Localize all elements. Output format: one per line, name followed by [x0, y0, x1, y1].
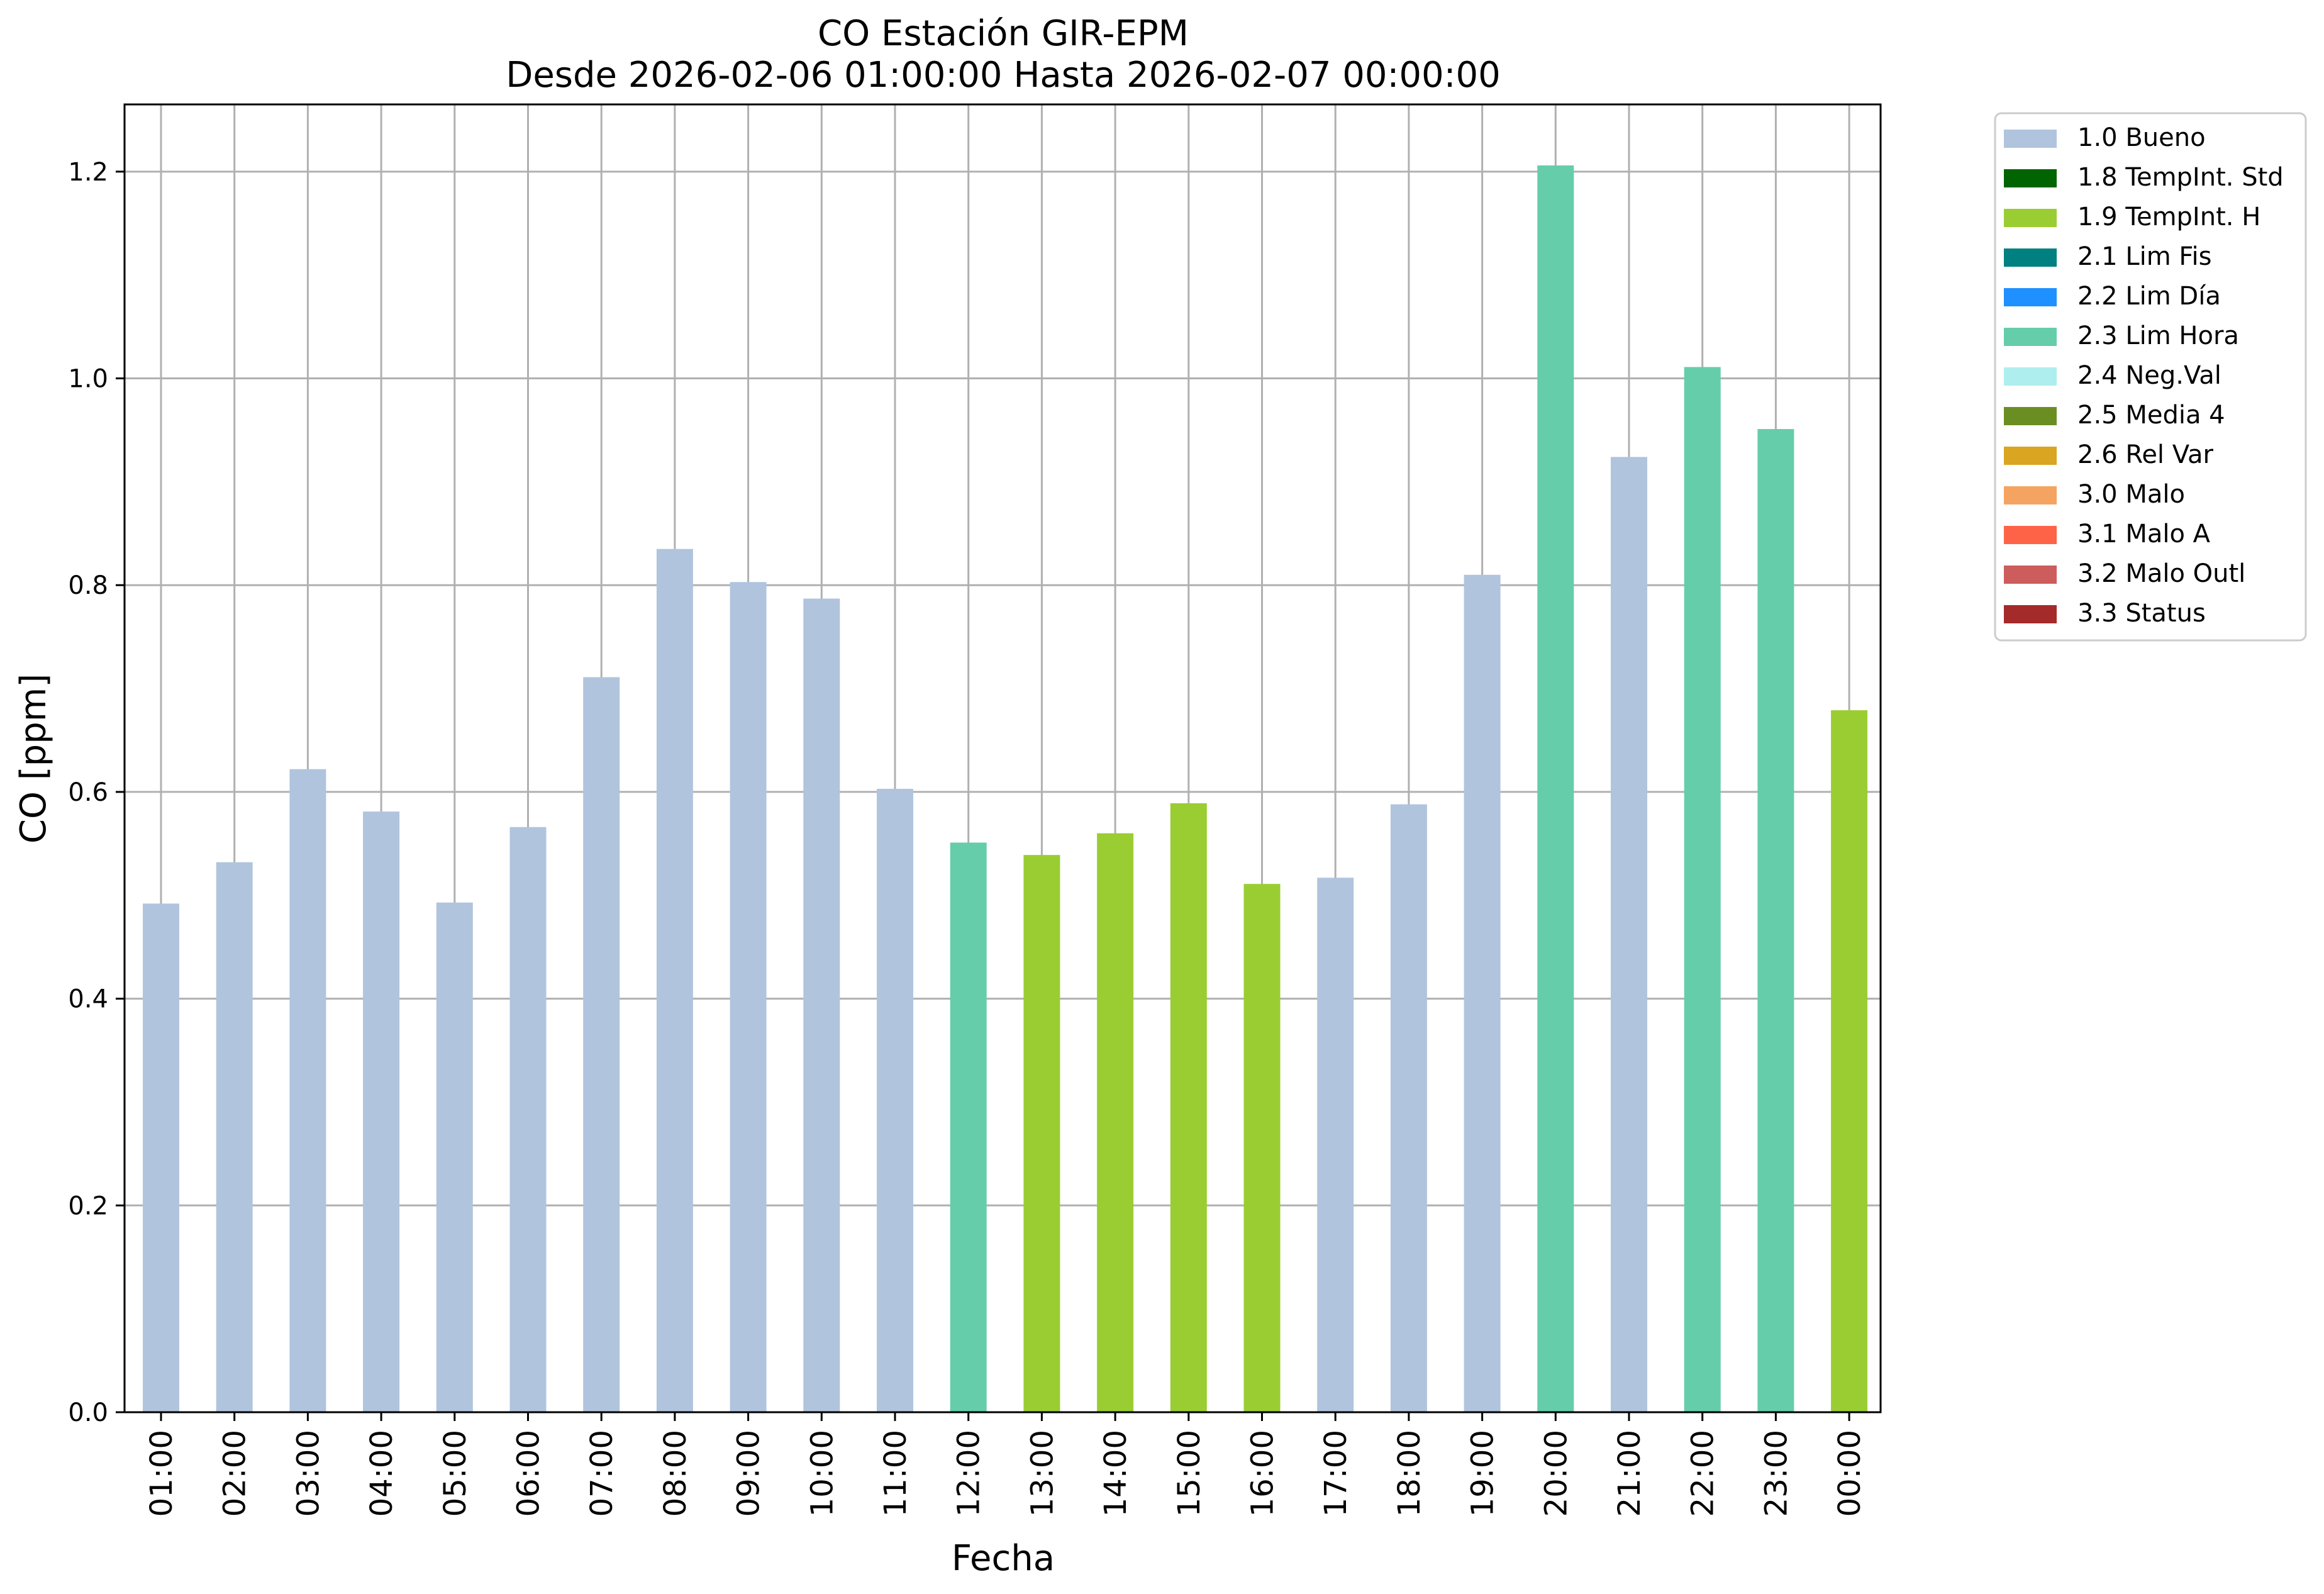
x-tick-label: 17:00 — [1318, 1430, 1354, 1517]
y-tick-label: 0.4 — [68, 985, 108, 1014]
x-axis: 01:00 02:00 03:00 04:00 05:00 06:00 07:00 08:00… — [144, 1412, 1867, 1517]
x-tick-label: 19:00 — [1465, 1430, 1501, 1517]
bar-0900 — [730, 582, 767, 1413]
bar-0700 — [583, 677, 620, 1412]
x-tick-label: 15:00 — [1172, 1430, 1207, 1517]
legend-label: 2.4 Neg.Val — [2077, 361, 2221, 390]
y-tick-label: 0.0 — [68, 1398, 108, 1427]
legend-swatch — [2004, 526, 2057, 544]
legend-label: 3.2 Malo Outl — [2077, 559, 2245, 588]
x-tick-label: 21:00 — [1612, 1430, 1647, 1517]
legend-swatch — [2004, 169, 2057, 187]
y-tick-label: 0.8 — [68, 571, 108, 600]
legend-label: 1.9 TempInt. H — [2077, 203, 2260, 231]
legend-swatch — [2004, 407, 2057, 425]
legend-swatch — [2004, 566, 2057, 584]
y-tick-label: 1.0 — [68, 365, 108, 394]
bar-2000 — [1537, 165, 1574, 1412]
legend-swatch — [2004, 328, 2057, 346]
bar-0100 — [143, 903, 179, 1412]
x-tick-label: 10:00 — [804, 1430, 840, 1517]
bar-1800 — [1390, 804, 1427, 1412]
x-tick-label: 14:00 — [1098, 1430, 1133, 1517]
legend-swatch — [2004, 447, 2057, 465]
legend-label: 3.0 Malo — [2077, 480, 2185, 509]
legend-label: 3.1 Malo A — [2077, 520, 2211, 549]
bar-1300 — [1023, 855, 1060, 1412]
y-tick-label: 1.2 — [68, 158, 108, 187]
bar-2100 — [1611, 457, 1647, 1413]
bar-0300 — [289, 769, 326, 1412]
bars — [143, 165, 1868, 1413]
y-tick-label: 0.6 — [68, 778, 108, 807]
x-tick-label: 06:00 — [511, 1430, 547, 1517]
bar-1200 — [950, 842, 987, 1412]
x-tick-label: 01:00 — [144, 1430, 179, 1517]
bar-2200 — [1684, 367, 1721, 1412]
x-tick-label: 03:00 — [291, 1430, 326, 1517]
legend-label: 2.3 Lim Hora — [2077, 321, 2239, 350]
legend-label: 2.2 Lim Día — [2077, 282, 2221, 311]
legend-label: 1.8 TempInt. Std — [2077, 163, 2284, 192]
x-tick-label: 22:00 — [1686, 1430, 1721, 1517]
y-axis-label: CO [ppm] — [13, 674, 54, 844]
legend-label: 2.6 Rel Var — [2077, 440, 2214, 469]
legend-swatch — [2004, 130, 2057, 148]
x-tick-label: 09:00 — [731, 1430, 767, 1517]
bar-1100 — [877, 788, 913, 1412]
bar-1600 — [1243, 884, 1281, 1412]
x-tick-label: 13:00 — [1025, 1430, 1060, 1517]
bar-0200 — [216, 862, 253, 1412]
legend-swatch — [2004, 209, 2057, 227]
legend-swatch — [2004, 288, 2057, 306]
x-tick-label: 12:00 — [952, 1430, 987, 1517]
bar-2300 — [1757, 429, 1794, 1412]
legend-swatch — [2004, 486, 2057, 504]
x-tick-label: 18:00 — [1392, 1430, 1427, 1517]
bar-0500 — [436, 902, 473, 1412]
legend-label: 1.0 Bueno — [2077, 123, 2206, 152]
legend-frame — [1994, 112, 2307, 642]
legend-swatch — [2004, 605, 2057, 623]
legend-label: 2.5 Media 4 — [2077, 401, 2225, 430]
bar-0600 — [509, 827, 547, 1412]
bar-0000 — [1831, 710, 1868, 1412]
x-tick-label: 00:00 — [1832, 1430, 1867, 1517]
bar-1500 — [1170, 803, 1207, 1412]
bar-0800 — [656, 549, 693, 1412]
bar-1400 — [1097, 833, 1134, 1412]
legend-label: 2.1 Lim Fis — [2077, 242, 2211, 271]
legend-label: 3.3 Status — [2077, 599, 2206, 628]
legend-swatch — [2004, 367, 2057, 386]
legend: 1.0 Bueno 1.8 TempInt. Std 1.9 TempInt. H 2… — [1994, 112, 2307, 642]
x-tick-label: 16:00 — [1245, 1430, 1281, 1517]
y-axis: 0.0 0.2 0.4 0.6 0.8 1.0 1.2 — [68, 158, 125, 1427]
bar-1700 — [1317, 878, 1354, 1412]
x-tick-label: 04:00 — [364, 1430, 399, 1517]
bar-1900 — [1464, 574, 1501, 1412]
x-tick-label: 23:00 — [1759, 1430, 1794, 1517]
x-tick-label: 02:00 — [218, 1430, 253, 1517]
y-tick-label: 0.2 — [68, 1191, 108, 1220]
x-axis-label: Fecha — [952, 1538, 1055, 1579]
x-tick-label: 11:00 — [878, 1430, 913, 1517]
x-tick-label: 05:00 — [438, 1430, 473, 1517]
legend-swatch — [2004, 248, 2057, 267]
x-tick-label: 08:00 — [658, 1430, 693, 1517]
bar-1000 — [803, 598, 840, 1413]
x-tick-label: 20:00 — [1538, 1430, 1574, 1517]
chart-title: CO Estación GIR-EPM — [818, 13, 1189, 54]
plot-frame — [123, 103, 1882, 1413]
chart-subtitle: Desde 2026-02-06 01:00:00 Hasta 2026-02-… — [506, 55, 1501, 96]
x-tick-label: 07:00 — [584, 1430, 620, 1517]
bar-0400 — [363, 811, 400, 1412]
